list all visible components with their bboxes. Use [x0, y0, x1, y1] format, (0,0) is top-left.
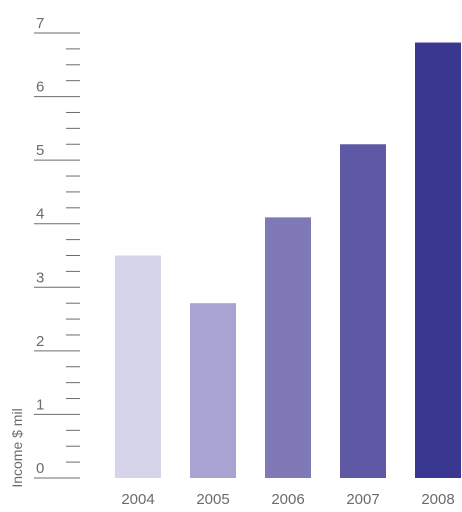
y-tick-label: 4: [36, 206, 44, 223]
y-tick-label: 1: [36, 396, 44, 413]
bar-2004: [115, 255, 161, 478]
y-tick-label: 6: [36, 79, 44, 96]
y-tick-label: 2: [36, 333, 44, 350]
y-axis-title: Income $ mil: [9, 408, 25, 487]
bar-2008: [415, 42, 461, 479]
y-tick-label: 5: [36, 142, 44, 159]
x-tick-label: 2008: [421, 491, 454, 508]
y-tick-label: 0: [36, 460, 44, 477]
y-axis-ticks: 0 1 2 3 4 5 6 7: [34, 15, 80, 479]
bars: [115, 42, 461, 479]
bar-2007: [340, 144, 386, 478]
x-tick-label: 2007: [346, 491, 379, 508]
y-tick-label: 7: [36, 15, 44, 32]
x-tick-label: 2006: [271, 491, 304, 508]
bar-2005: [190, 303, 236, 478]
y-tick-label: 3: [36, 269, 44, 286]
x-tick-label: 2004: [121, 491, 154, 508]
x-tick-label: 2005: [196, 491, 229, 508]
bar-2006: [265, 217, 311, 478]
x-axis-labels: 2004 2005 2006 2007 2008: [121, 491, 454, 508]
